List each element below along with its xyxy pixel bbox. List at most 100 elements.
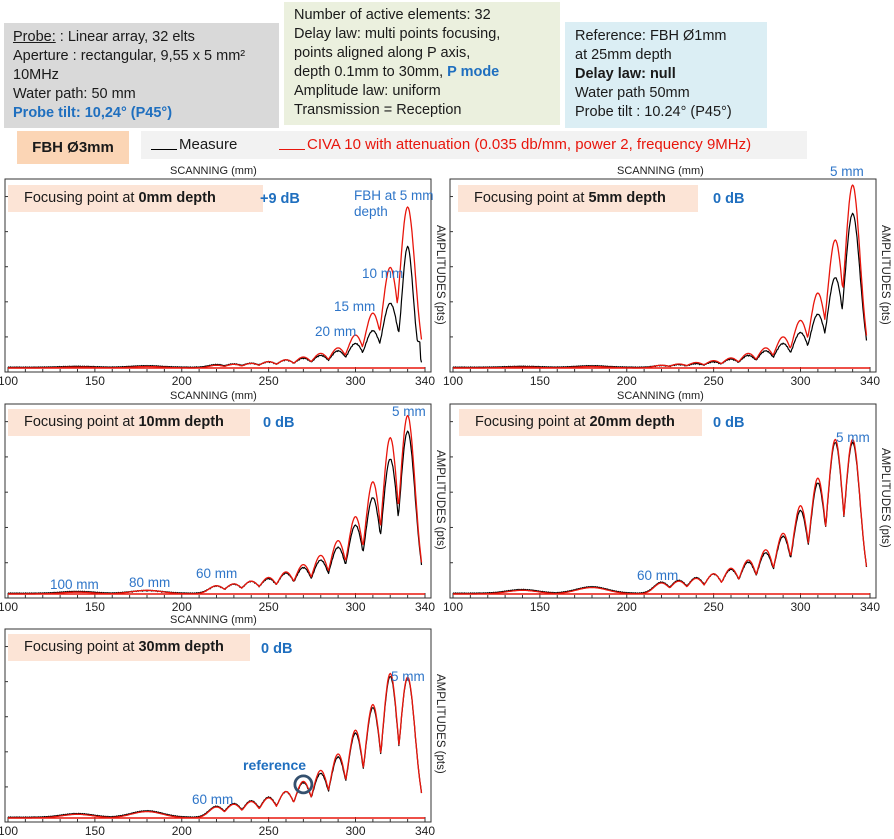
transmission-reception: Transmission = Reception	[294, 102, 462, 118]
plot3-x-tick-label: 250	[258, 600, 279, 614]
plot2-series-measure	[452, 212, 868, 369]
plot4-x-tick-label: 250	[703, 600, 724, 614]
plot3-series-measure	[7, 430, 423, 595]
plot3-y-title: AMPLITUDES (pts)	[434, 450, 446, 550]
plot4-gain: 0 dB	[713, 415, 745, 431]
amplitude-law: Amplitude law: uniform	[294, 83, 441, 99]
plot3-x-tick-label: 100	[0, 600, 19, 614]
plot5-gain: 0 dB	[261, 641, 293, 657]
plot5-x-tick-label: 200	[171, 824, 192, 838]
legend-civa-label: CIVA 10 with attenuation (0.035 db/mm, p…	[307, 136, 752, 153]
plot3-gain: 0 dB	[263, 415, 295, 431]
plot4-x-tick-label: 340	[859, 600, 881, 614]
reference-depth: at 25mm depth	[575, 47, 672, 63]
plot1-gain: +9 dB	[260, 191, 300, 207]
legend-measure-swatch	[151, 149, 177, 150]
plot4-anno-5mm: 5 mm	[836, 430, 870, 445]
plot2-x-tick-label: 340	[859, 374, 881, 388]
active-elements: Number of active elements: 32	[294, 7, 491, 23]
plot3-x-tick-label: 300	[345, 600, 366, 614]
plot5-anno-5mm: 5 mm	[391, 669, 425, 684]
reference-delay-law: Delay law: null	[575, 66, 676, 82]
probe-tilt: Probe tilt: 10,24° (P45°)	[13, 105, 173, 121]
legend-measure-label: Measure	[179, 136, 238, 153]
plot1-x-tick-label: 250	[258, 374, 279, 388]
plot1-anno-fbh-5mm: FBH at 5 mm depth	[354, 188, 434, 219]
plot4-x-tick-label: 300	[790, 600, 811, 614]
plot4-frame	[449, 403, 877, 599]
plot2-x-tick-label: 300	[790, 374, 811, 388]
plot5-anno-reference: reference	[243, 757, 307, 773]
plot1-x-tick-label: 300	[345, 374, 366, 388]
plot1-x-title: SCANNING (mm)	[170, 165, 257, 177]
plot4-x-tick-label: 150	[529, 600, 550, 614]
reference-circle-marker	[293, 774, 314, 795]
plot5-x-tick-label: 340	[414, 824, 436, 838]
plot4-anno-60mm: 60 mm	[637, 568, 679, 583]
depth-range: depth 0.1mm to 30mm,	[294, 64, 448, 80]
plot2-anno-5mm: 5 mm	[830, 164, 864, 179]
plot5-x-title: SCANNING (mm)	[170, 614, 257, 626]
plot4-x-tick-label: 100	[442, 600, 464, 614]
plot3-anno-5mm: 5 mm	[392, 404, 426, 419]
probe-info-box: Probe: : Linear array, 32 elts Aperture …	[4, 23, 279, 128]
plot4-x-tick-label: 200	[616, 600, 637, 614]
plot4-focus-label: Focusing point at 20mm depth	[459, 409, 702, 436]
plot5-x-tick-label: 300	[345, 824, 366, 838]
plot1-x-tick-label: 200	[171, 374, 192, 388]
plot5-frame	[4, 628, 432, 823]
plot4-series-civa	[453, 438, 868, 595]
legend-civa: CIVA 10 with attenuation (0.035 db/mm, p…	[279, 131, 751, 159]
plot1-x-tick-label: 150	[84, 374, 105, 388]
probe-water-path: Water path: 50 mm	[13, 86, 136, 102]
plot5-y-title: AMPLITUDES (pts)	[434, 674, 446, 774]
p-mode: P mode	[447, 64, 500, 80]
plot3-series-civa	[8, 414, 423, 595]
plot5-x-tick-label: 150	[84, 824, 105, 838]
probe-aperture: Aperture : rectangular, 9,55 x 5 mm²	[13, 48, 246, 64]
plot4-x-title: SCANNING (mm)	[617, 390, 704, 402]
plot1-y-title: AMPLITUDES (pts)	[434, 225, 446, 325]
plot2-x-tick-label: 250	[703, 374, 724, 388]
plot3-anno-80mm: 80 mm	[129, 575, 171, 590]
legend: Measure CIVA 10 with attenuation (0.035 …	[141, 131, 807, 159]
plot2-x-tick-label: 100	[442, 374, 464, 388]
legend-civa-swatch	[279, 149, 305, 150]
plot1-series-civa	[8, 206, 423, 369]
plot3-x-tick-label: 200	[171, 600, 192, 614]
plot5-focus-label: Focusing point at 30mm depth	[8, 634, 250, 661]
plot2-series-civa	[453, 184, 868, 369]
plot3-x-title: SCANNING (mm)	[170, 390, 257, 402]
plot5-x-tick-label: 100	[0, 824, 19, 838]
plot3-x-tick-label: 150	[84, 600, 105, 614]
plot5-x-tick-label: 250	[258, 824, 279, 838]
reference-fbh: Reference: FBH Ø1mm	[575, 28, 727, 44]
legend-measure: Measure	[151, 131, 237, 159]
reference-water-path: Water path 50mm	[575, 85, 690, 101]
fbh-diameter-tag: FBH Ø3mm	[17, 131, 129, 164]
plot2-y-title: AMPLITUDES (pts)	[879, 225, 891, 325]
points-alignment: points aligned along P axis,	[294, 45, 471, 61]
plot5-series-civa	[8, 672, 423, 819]
plot4-y-title: AMPLITUDES (pts)	[879, 448, 891, 548]
plot1-anno-10mm: 10 mm	[362, 266, 404, 281]
reference-probe-tilt: Probe tilt : 10.24° (P45°)	[575, 104, 732, 120]
plot1-focus-label: Focusing point at 0mm depth	[8, 185, 263, 212]
plot1-x-tick-label: 340	[414, 374, 436, 388]
plot3-x-tick-label: 340	[414, 600, 436, 614]
plot3-frame	[4, 403, 432, 599]
delay-law: Delay law: multi points focusing,	[294, 26, 501, 42]
plot1-anno-20mm: 20 mm	[315, 324, 357, 339]
plot1-x-tick-label: 100	[0, 374, 19, 388]
probe-frequency: 10MHz	[13, 67, 59, 83]
plot2-x-tick-label: 150	[529, 374, 550, 388]
plot2-x-tick-label: 200	[616, 374, 637, 388]
probe-title: Probe:	[13, 29, 56, 45]
plot2-focus-label: Focusing point at 5mm depth	[458, 185, 698, 212]
plot3-anno-100mm: 100 mm	[50, 577, 99, 592]
plot3-focus-label: Focusing point at 10mm depth	[8, 409, 250, 436]
reference-info-box: Reference: FBH Ø1mm at 25mm depth Delay …	[565, 22, 767, 128]
delay-law-info-box: Number of active elements: 32 Delay law:…	[284, 2, 560, 125]
plot1-anno-15mm: 15 mm	[334, 299, 376, 314]
